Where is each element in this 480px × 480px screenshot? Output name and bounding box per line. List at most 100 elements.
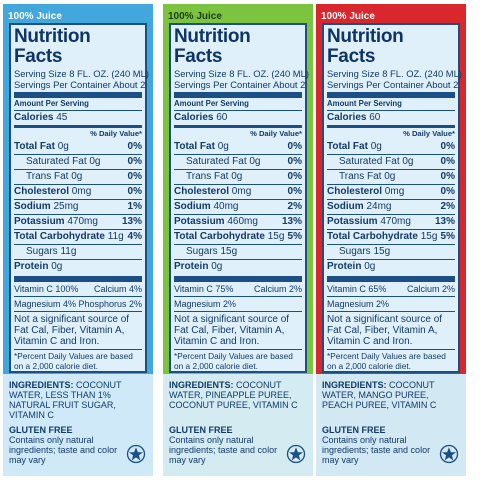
nutrient-row: Saturated Fat 0g 0% (327, 155, 455, 169)
nutrient-row: Protein 0g (14, 260, 142, 274)
nutrient-daily-value: 2% (287, 201, 302, 212)
nutrient-amount: 0mg (384, 186, 405, 197)
nutrient-row: Protein 0g (174, 260, 302, 274)
nutrient-label-amount: Total Carbohydrate 15g (174, 231, 284, 243)
nutrient-daily-value: 0% (440, 171, 455, 182)
nutrient-amount: 0g (211, 261, 223, 272)
ingredients: INGREDIENTS: COCONUT WATER, MANGO PUREE,… (322, 380, 460, 410)
nutrient-row: Total Carbohydrate 15g 5% (174, 230, 302, 244)
nutrient-row: Saturated Fat 0g 0% (174, 155, 302, 169)
nutrient-label: Trans Fat (339, 171, 382, 182)
calories-label: Calories (14, 112, 54, 123)
nutrient-label-amount: Saturated Fat 0g (26, 156, 101, 168)
nutrient-label-amount: Trans Fat 0g (339, 171, 395, 183)
nutrient-label-amount: Protein 0g (327, 261, 375, 273)
juice-tag: 100% Juice (321, 11, 375, 22)
nutrient-label: Trans Fat (26, 171, 69, 182)
nutrient-daily-value: 4% (127, 231, 142, 242)
panel-lower-area (316, 374, 466, 476)
nutrient-amount: 0g (402, 156, 414, 167)
nutrient-label: Sugars (186, 246, 218, 257)
daily-value-header: % Daily Value* (90, 129, 142, 138)
nutrient-label: Potassium (174, 216, 225, 227)
nutrition-facts-box: Nutrition Facts Serving Size 8 FL. OZ. (… (169, 23, 309, 373)
nutrient-row: Potassium 470mg 13% (14, 215, 142, 229)
vitamin-row-2: Magnesium 2% (327, 297, 455, 311)
nutrient-daily-value: 0% (127, 186, 142, 197)
gluten-free: GLUTEN FREE Contains only natural ingred… (322, 425, 436, 465)
nutrient-amount: 0g (217, 141, 229, 152)
nutrient-row: Sodium 24mg 2% (327, 200, 455, 214)
servings-per-container: Servings Per Container About 2 (174, 79, 306, 90)
nutrient-daily-value: 13% (121, 216, 142, 227)
servings-per-container: Servings Per Container About 2 (327, 79, 459, 90)
nutrient-label-amount: Total Fat 0g (174, 141, 229, 153)
gluten-free: GLUTEN FREE Contains only natural ingred… (169, 425, 283, 465)
juice-tag: 100% Juice (8, 11, 62, 22)
nutrient-amount: 11g (107, 231, 124, 242)
nutrient-label-amount: Potassium 470mg (14, 216, 98, 228)
nutrient-daily-value: 0% (127, 156, 142, 167)
nutrient-label: Saturated Fat (339, 156, 400, 167)
vitamin-right-1: Calcium 2% (406, 284, 455, 294)
nutrient-amount: 470mg (67, 216, 98, 227)
nutrient-label-amount: Sugars 15g (186, 246, 237, 258)
nutrient-daily-value: 0% (287, 141, 302, 152)
gluten-free-heading: GLUTEN FREE (169, 425, 233, 435)
nutrient-label: Saturated Fat (186, 156, 247, 167)
nutrient-daily-value: 13% (434, 216, 455, 227)
nutrient-label-amount: Total Fat 0g (14, 141, 69, 153)
vitamin-left-2: Magnesium 2% (327, 299, 390, 309)
gluten-free-heading: GLUTEN FREE (322, 425, 386, 435)
gluten-free-text: Contains only natural ingredients; taste… (322, 435, 431, 465)
nutrient-amount: 0mg (71, 186, 92, 197)
nutrient-rows: Total Fat 0g 0% Saturated Fat 0g 0% Trans Fa… (14, 140, 142, 274)
nutrient-label-amount: Trans Fat 0g (186, 171, 242, 183)
ingredients: INGREDIENTS: COCONUT WATER, PINEAPPLE PU… (169, 380, 307, 410)
nutrient-row: Total Fat 0g 0% (174, 140, 302, 154)
daily-value-footnote: *Percent Daily Values are based on a 2,0… (327, 351, 446, 371)
vitamin-row-2: Magnesium 2% (174, 297, 302, 311)
nutrient-amount: 0mg (231, 186, 252, 197)
calories-label: Calories (327, 112, 367, 123)
nutrient-label: Cholesterol (327, 186, 383, 197)
calories-row: Calories 60 (174, 111, 302, 125)
vitamin-left-1: Vitamin C 100% (14, 284, 79, 294)
star-icon (286, 444, 306, 464)
vitamin-right-1: Calcium 4% (93, 284, 142, 294)
ingredients-text: COCONUT WATER, PINEAPPLE PUREE, COCONUT … (169, 380, 298, 410)
nutrient-row: Cholesterol 0mg 0% (327, 185, 455, 199)
nutrient-label-amount: Total Carbohydrate 15g (327, 231, 437, 243)
nutrient-label-amount: Protein 0g (174, 261, 222, 273)
nutrient-label: Cholesterol (174, 186, 230, 197)
gluten-free-text: Contains only natural ingredients; taste… (169, 435, 278, 465)
nutrient-label: Total Carbohydrate (14, 231, 105, 242)
nutrient-amount: 0g (384, 171, 396, 182)
juice-tag: 100% Juice (168, 11, 222, 22)
ingredients-heading: INGREDIENTS: (322, 380, 387, 390)
nutrient-daily-value: 0% (127, 171, 142, 182)
star-icon (439, 444, 459, 464)
star-icon (126, 444, 146, 464)
nutrient-label: Saturated Fat (26, 156, 87, 167)
nutrient-rows: Total Fat 0g 0% Saturated Fat 0g 0% Trans Fa… (327, 140, 455, 274)
nutrient-daily-value: 0% (287, 171, 302, 182)
nutrient-amount: 40mg (213, 201, 239, 212)
nutrient-label: Sugars (339, 246, 371, 257)
nutrient-daily-value: 5% (440, 231, 455, 242)
nutrient-amount: 0g (364, 261, 376, 272)
vitamin-left-1: Vitamin C 75% (174, 284, 234, 294)
not-significant-note: Not a significant source of Fat Cal, Fib… (14, 314, 130, 347)
amount-per-serving: Amount Per Serving (174, 99, 249, 108)
nutrient-label-amount: Sugars 11g (26, 246, 76, 258)
nutrient-amount: 460mg (227, 216, 258, 227)
gluten-free: GLUTEN FREE Contains only natural ingred… (9, 425, 123, 465)
nutrient-row: Sodium 40mg 2% (174, 200, 302, 214)
vitamin-left-2: Magnesium 2% (174, 299, 237, 309)
daily-value-footnote: *Percent Daily Values are based on a 2,0… (174, 351, 293, 371)
nutrient-label-amount: Saturated Fat 0g (186, 156, 261, 168)
vitamin-row-1: Vitamin C 65% Calcium 2% (327, 282, 455, 296)
nutrient-row: Sugars 15g (327, 245, 455, 259)
nutrient-label: Total Carbohydrate (174, 231, 265, 242)
nutrient-daily-value: 0% (127, 141, 142, 152)
